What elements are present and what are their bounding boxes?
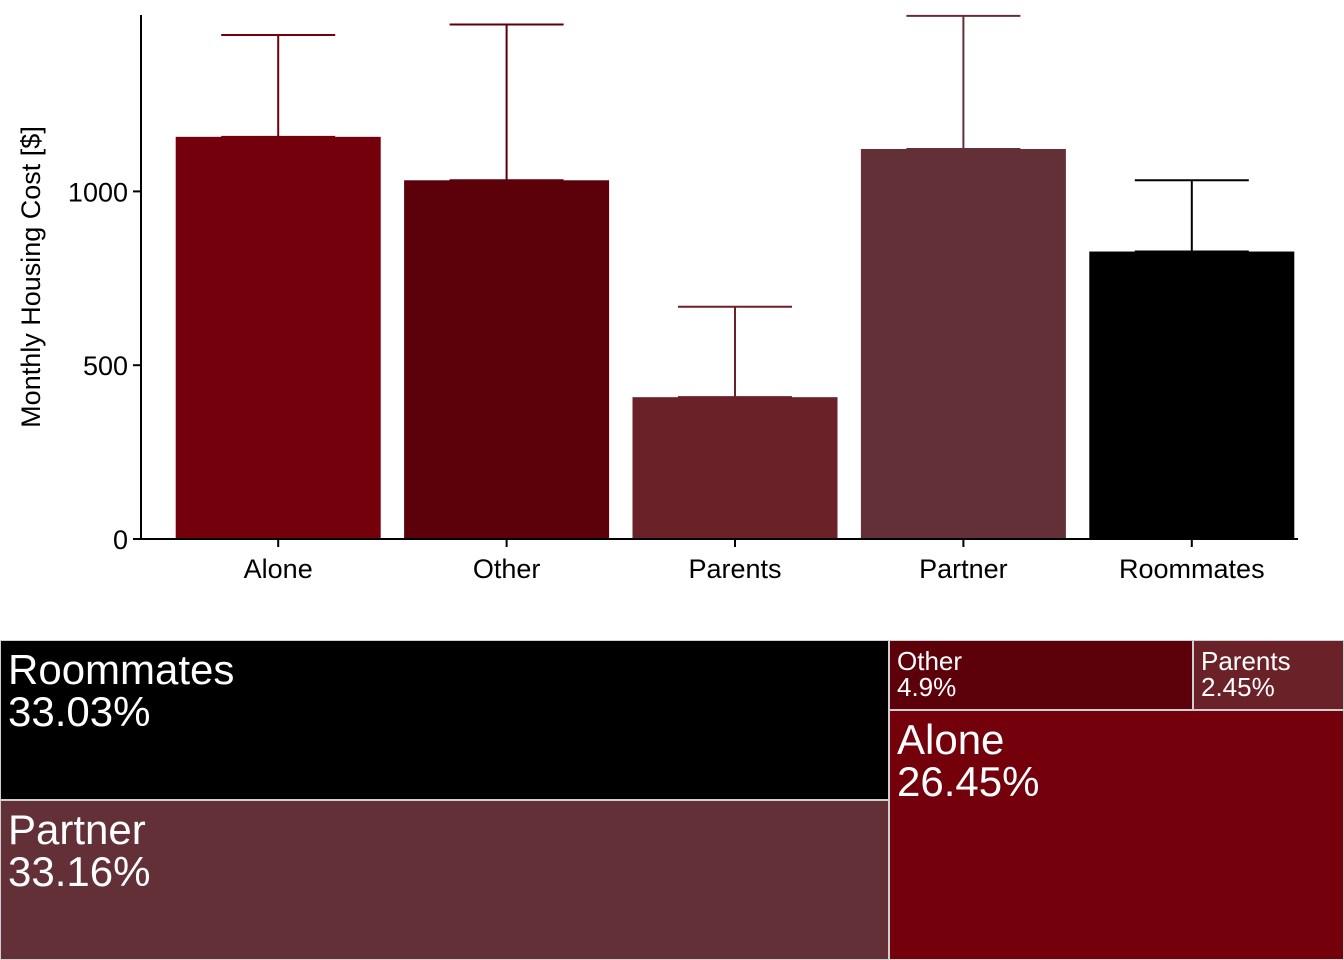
y-tick-label: 0	[113, 525, 128, 555]
bar-chart: 0 500 1000 Alone Other Parents Partner Roommat…	[16, 14, 1298, 584]
x-tick-label: Alone	[244, 554, 313, 584]
bar-partner	[860, 148, 1066, 539]
y-axis-title: Monthly Housing Cost [$]	[16, 126, 46, 428]
treemap-tile-alone: Alone 26.45%	[889, 710, 1344, 960]
y-tick-label: 500	[83, 351, 128, 381]
treemap-tile-label: Roommates 33.03%	[8, 649, 234, 733]
x-tick-label: Roommates	[1119, 554, 1265, 584]
treemap-category-name: Partner	[8, 806, 146, 853]
treemap-category-name: Alone	[897, 716, 1005, 763]
treemap-percent-label: 33.03%	[8, 688, 151, 735]
treemap-tile-label: Parents 2.45%	[1201, 648, 1291, 700]
treemap-tile-roommates: Roommates 33.03%	[0, 640, 889, 800]
treemap-tile-other: Other 4.9%	[889, 640, 1193, 710]
treemap-percent-label: 2.45%	[1201, 672, 1275, 702]
x-tick-group: Alone Other Parents Partner Roommates	[244, 539, 1265, 584]
error-bar-group	[221, 14, 1249, 399]
treemap-category-name: Parents	[1201, 646, 1291, 676]
bar-alone	[175, 136, 381, 540]
treemap-percent-label: 4.9%	[897, 672, 957, 702]
treemap-tile-label: Alone 26.45%	[897, 719, 1039, 803]
treemap-tile-label: Other 4.9%	[897, 648, 962, 700]
treemap-tile-parents: Parents 2.45%	[1193, 640, 1344, 710]
treemap-tile-partner: Partner 33.16%	[0, 800, 889, 960]
bar-other	[404, 180, 610, 539]
bar-group	[175, 136, 1295, 540]
treemap-tile-label: Partner 33.16%	[8, 809, 150, 893]
treemap-percent-label: 26.45%	[897, 758, 1040, 805]
y-tick-label: 1000	[68, 177, 128, 207]
y-tick-group: 0 500 1000	[68, 177, 141, 555]
treemap-category-name: Roommates	[8, 646, 235, 693]
x-tick-label: Other	[473, 554, 541, 584]
bar-roommates	[1089, 251, 1295, 540]
treemap: Roommates 33.03% Partner 33.16% Alone 26.45% O…	[0, 640, 1344, 960]
bar-parents	[632, 397, 838, 539]
x-tick-label: Parents	[688, 554, 781, 584]
x-tick-label: Partner	[919, 554, 1008, 584]
treemap-category-name: Other	[897, 646, 963, 676]
treemap-percent-label: 33.16%	[8, 848, 151, 895]
